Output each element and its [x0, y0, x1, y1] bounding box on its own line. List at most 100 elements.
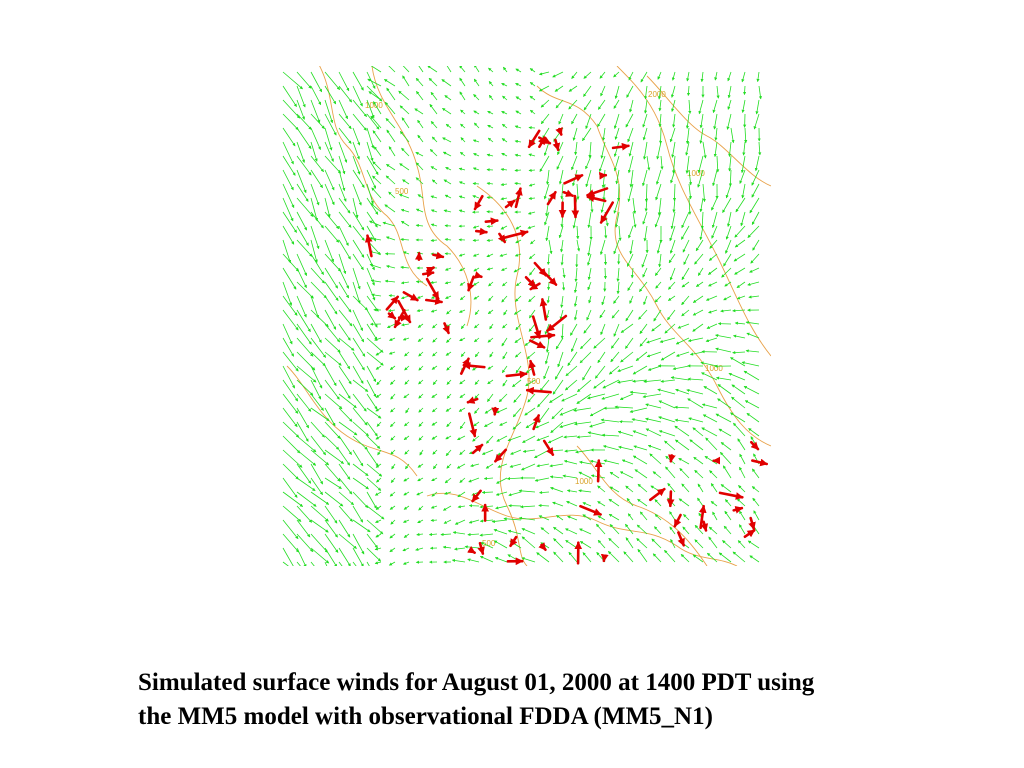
model-wind-vector: [352, 379, 369, 392]
model-wind-vector: [375, 393, 382, 398]
model-wind-vector: [681, 483, 690, 493]
model-wind-vector: [473, 337, 480, 343]
model-wind-vector: [731, 396, 746, 409]
model-wind-vector: [468, 477, 480, 483]
model-wind-vector: [296, 99, 305, 120]
model-wind-vector: [642, 267, 648, 278]
model-wind-vector: [282, 407, 298, 428]
model-wind-vector: [585, 113, 592, 130]
model-wind-vector: [472, 225, 480, 229]
model-wind-vector: [402, 519, 410, 523]
model-wind-vector: [688, 99, 692, 115]
model-wind-vector: [602, 127, 606, 141]
model-wind-vector: [310, 309, 329, 328]
model-wind-vector: [589, 407, 606, 417]
model-wind-vector: [548, 239, 553, 255]
model-wind-vector: [536, 435, 550, 442]
model-wind-vector: [296, 295, 307, 318]
model-wind-vector: [579, 351, 592, 364]
model-wind-vector: [324, 99, 334, 124]
model-wind-vector: [742, 141, 746, 156]
model-wind-vector: [573, 309, 578, 321]
model-wind-vector: [400, 130, 410, 143]
model-wind-vector: [710, 483, 718, 493]
model-wind-vector: [458, 167, 466, 171]
model-wind-vector: [594, 365, 606, 379]
model-wind-vector: [310, 407, 330, 422]
model-wind-vector: [546, 253, 550, 266]
model-wind-vector: [375, 505, 382, 510]
model-wind-vector: [512, 379, 522, 388]
model-wind-vector: [705, 295, 718, 301]
model-wind-vector: [747, 225, 760, 238]
model-wind-vector: [601, 433, 620, 437]
model-wind-vector: [672, 365, 690, 371]
model-wind-vector: [706, 552, 718, 563]
model-wind-vector: [724, 281, 732, 287]
model-wind-vector: [451, 558, 466, 563]
model-wind-vector: [731, 384, 746, 395]
model-wind-vector: [646, 337, 662, 344]
model-wind-vector: [549, 475, 564, 479]
model-wind-vector: [644, 85, 648, 100]
model-wind-vector: [402, 179, 410, 185]
model-wind-vector: [642, 211, 648, 225]
model-wind-vector: [732, 551, 746, 563]
model-wind-vector: [538, 407, 550, 423]
model-wind-vector: [338, 547, 351, 566]
model-wind-vector: [487, 110, 494, 115]
model-wind-vector: [613, 113, 620, 130]
model-wind-vector: [685, 155, 690, 174]
model-wind-vector: [629, 239, 634, 255]
model-wind-vector: [732, 334, 746, 339]
model-wind-vector: [515, 68, 522, 73]
model-wind-vector: [576, 393, 592, 404]
model-wind-vector: [324, 197, 331, 218]
model-wind-vector: [389, 491, 396, 497]
model-wind-vector: [417, 134, 424, 143]
model-wind-vector: [373, 101, 382, 115]
model-wind-vector: [417, 519, 424, 524]
model-wind-vector: [660, 155, 664, 170]
model-wind-vector: [483, 476, 494, 481]
model-wind-vector: [366, 449, 379, 467]
model-wind-vector: [578, 489, 592, 493]
model-wind-vector: [558, 113, 564, 125]
model-wind-vector: [751, 211, 760, 226]
model-wind-vector: [625, 113, 634, 128]
model-wind-vector: [563, 459, 578, 465]
model-wind-vector: [416, 532, 424, 537]
model-wind-vector: [638, 309, 648, 320]
model-wind-vector: [352, 561, 357, 566]
model-wind-vector: [688, 183, 692, 200]
model-wind-vector: [444, 194, 452, 199]
model-wind-vector: [564, 379, 578, 391]
model-wind-vector: [428, 532, 438, 537]
model-wind-vector: [352, 505, 364, 523]
model-wind-vector: [501, 337, 508, 347]
model-wind-vector: [400, 208, 410, 213]
model-wind-vector: [692, 295, 704, 303]
model-wind-vector: [459, 337, 466, 342]
model-wind-vector: [431, 491, 438, 497]
model-wind-vector: [565, 539, 578, 549]
model-wind-vector: [371, 187, 382, 199]
observed-wind-vector: [509, 535, 518, 548]
observed-wind-vector: [528, 359, 536, 376]
observed-wind-vector: [546, 314, 568, 333]
model-wind-vector: [667, 482, 676, 493]
model-wind-vector: [282, 477, 298, 498]
model-wind-vector: [366, 211, 378, 228]
model-wind-vector: [576, 239, 581, 252]
contour-label: 1000: [575, 477, 593, 486]
model-wind-vector: [487, 393, 494, 402]
model-wind-vector: [753, 510, 760, 521]
model-wind-vector: [660, 351, 676, 361]
model-wind-vector: [442, 505, 452, 511]
model-wind-vector: [390, 435, 396, 441]
model-wind-vector: [639, 323, 648, 335]
model-wind-vector: [352, 71, 364, 91]
model-wind-vector: [296, 407, 310, 429]
observed-wind-vector: [542, 439, 555, 456]
model-wind-vector: [324, 141, 334, 162]
